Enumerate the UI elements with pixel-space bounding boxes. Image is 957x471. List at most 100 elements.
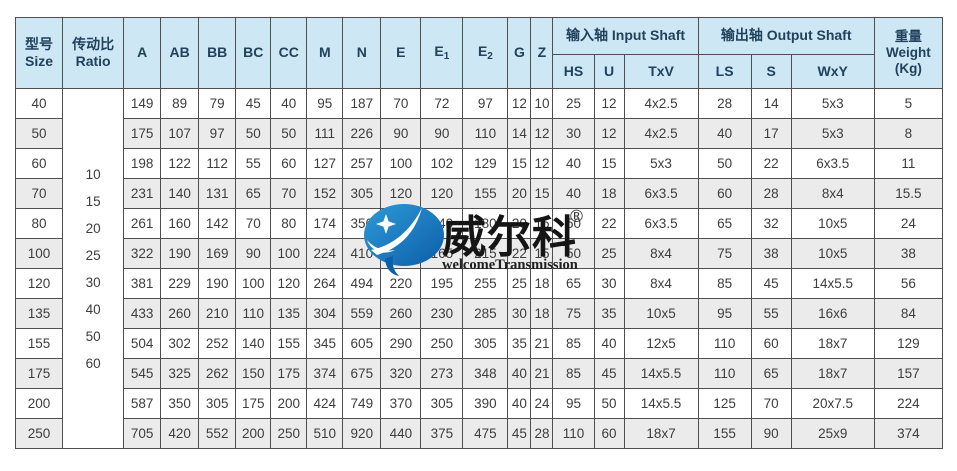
table-row: 135 433 260 210 110 135 304 559 260 230 285 30 18 75 3… (14, 298, 944, 329)
table-cell: 89 (160, 88, 200, 119)
ratio-value: 40 (85, 301, 101, 317)
table-cell: 95 (306, 88, 344, 119)
table-cell: 12 (530, 118, 554, 149)
table-cell: 111 (306, 118, 344, 149)
weight-header-unit: (Kg) (894, 61, 922, 76)
size-header-zh: 型号 (25, 36, 54, 52)
table-cell: 6x3.5 (790, 148, 875, 179)
table-cell: 10x5 (790, 208, 875, 239)
table-cell: 50 (270, 118, 308, 149)
col-header-bb: BB (198, 17, 237, 89)
table-cell: 420 (160, 418, 200, 449)
table-cell: 90 (380, 118, 422, 149)
table-cell: 305 (342, 178, 382, 209)
table-cell: 20 (507, 178, 532, 209)
col-header-wxy: WxY (790, 54, 875, 89)
table-row: 120 381 229 190 100 120 264 494 220 195 255 25 18 65 3… (14, 268, 944, 299)
table-cell: 16x6 (790, 298, 875, 329)
table-cell: 224 (873, 388, 944, 419)
table-cell: 230 (420, 298, 464, 329)
table-cell: 11 (873, 148, 944, 179)
table-cell: 5x3 (623, 148, 699, 179)
ratio-value: 20 (85, 220, 101, 236)
table-cell: 305 (462, 328, 509, 359)
table-cell: 40 (552, 148, 595, 179)
table-cell: 155 (462, 178, 509, 209)
table-cell: 160 (160, 208, 200, 239)
table-cell: 150 (235, 358, 272, 389)
table-cell: 190 (380, 238, 422, 269)
table-cell: 20x7.5 (790, 388, 875, 419)
table-cell: 18x7 (623, 418, 699, 449)
table-cell: 90 (750, 418, 792, 449)
table-row: 175 545 325 262 150 175 374 675 320 273 348 40 21 85 4… (14, 358, 944, 389)
table-cell: 510 (306, 418, 344, 449)
table-cell: 97 (462, 88, 509, 119)
table-cell: 559 (342, 298, 382, 329)
table-cell: 40 (593, 328, 625, 359)
size-cell: 100 (14, 238, 64, 269)
table-cell: 5x3 (790, 88, 875, 119)
table-cell: 12x5 (623, 328, 699, 359)
table-cell: 374 (306, 358, 344, 389)
table-header: 型号 Size 传动比 Ratio A AB BB BC CC M N E E1… (14, 17, 944, 89)
table-cell: 120 (270, 268, 308, 299)
col-header-e1: E1 (420, 17, 464, 89)
table-cell: 190 (198, 268, 237, 299)
col-header-hs: HS (552, 54, 595, 89)
table-cell: 15.5 (873, 178, 944, 209)
table-cell: 169 (198, 238, 237, 269)
table-cell: 14x5.5 (790, 268, 875, 299)
table-cell: 325 (160, 358, 200, 389)
size-cell: 50 (14, 118, 64, 149)
size-cell: 250 (14, 418, 64, 449)
table-cell: 229 (160, 268, 200, 299)
size-col-header: 型号 Size (14, 17, 64, 89)
table-cell: 18x7 (790, 358, 875, 389)
table-cell: 75 (552, 298, 595, 329)
table-cell: 40 (697, 118, 752, 149)
table-cell: 231 (123, 178, 162, 209)
table-cell: 8x4 (623, 238, 699, 269)
table-cell: 28 (530, 418, 554, 449)
table-cell: 302 (160, 328, 200, 359)
table-cell: 45 (750, 268, 792, 299)
col-header-s: S (750, 54, 792, 89)
table-cell: 260 (380, 298, 422, 329)
weight-header-en: Weight (886, 45, 931, 60)
table-cell: 30 (507, 298, 532, 329)
table-cell: 250 (270, 418, 308, 449)
table-cell: 475 (462, 418, 509, 449)
table-cell: 30 (552, 118, 595, 149)
col-header-a: A (123, 17, 162, 89)
table-cell: 260 (160, 298, 200, 329)
table-cell: 381 (123, 268, 162, 299)
table-cell: 90 (235, 238, 272, 269)
col-header-bc: BC (235, 17, 272, 89)
table-cell: 85 (552, 358, 595, 389)
table-row: 100 322 190 169 90 100 224 410 190 165 215 22 15 50 25… (14, 238, 944, 269)
table-cell: 165 (420, 238, 464, 269)
table-cell: 210 (198, 298, 237, 329)
table-cell: 220 (380, 268, 422, 299)
table-cell: 55 (750, 298, 792, 329)
table-cell: 15 (530, 208, 554, 239)
table-cell: 38 (750, 238, 792, 269)
table-cell: 12 (593, 88, 625, 119)
table-cell: 552 (198, 418, 237, 449)
table-cell: 75 (697, 238, 752, 269)
table-cell: 174 (306, 208, 344, 239)
table-cell: 424 (306, 388, 344, 419)
table-cell: 305 (420, 388, 464, 419)
table-cell: 140 (160, 178, 200, 209)
table-cell: 65 (552, 268, 595, 299)
table-cell: 14x5.5 (623, 388, 699, 419)
table-cell: 440 (380, 418, 422, 449)
table-cell: 22 (593, 208, 625, 239)
table-cell: 12 (507, 88, 532, 119)
table-cell: 18 (530, 268, 554, 299)
table-cell: 14 (507, 118, 532, 149)
table-cell: 8 (873, 118, 944, 149)
table-cell: 250 (420, 328, 464, 359)
table-cell: 35 (507, 328, 532, 359)
